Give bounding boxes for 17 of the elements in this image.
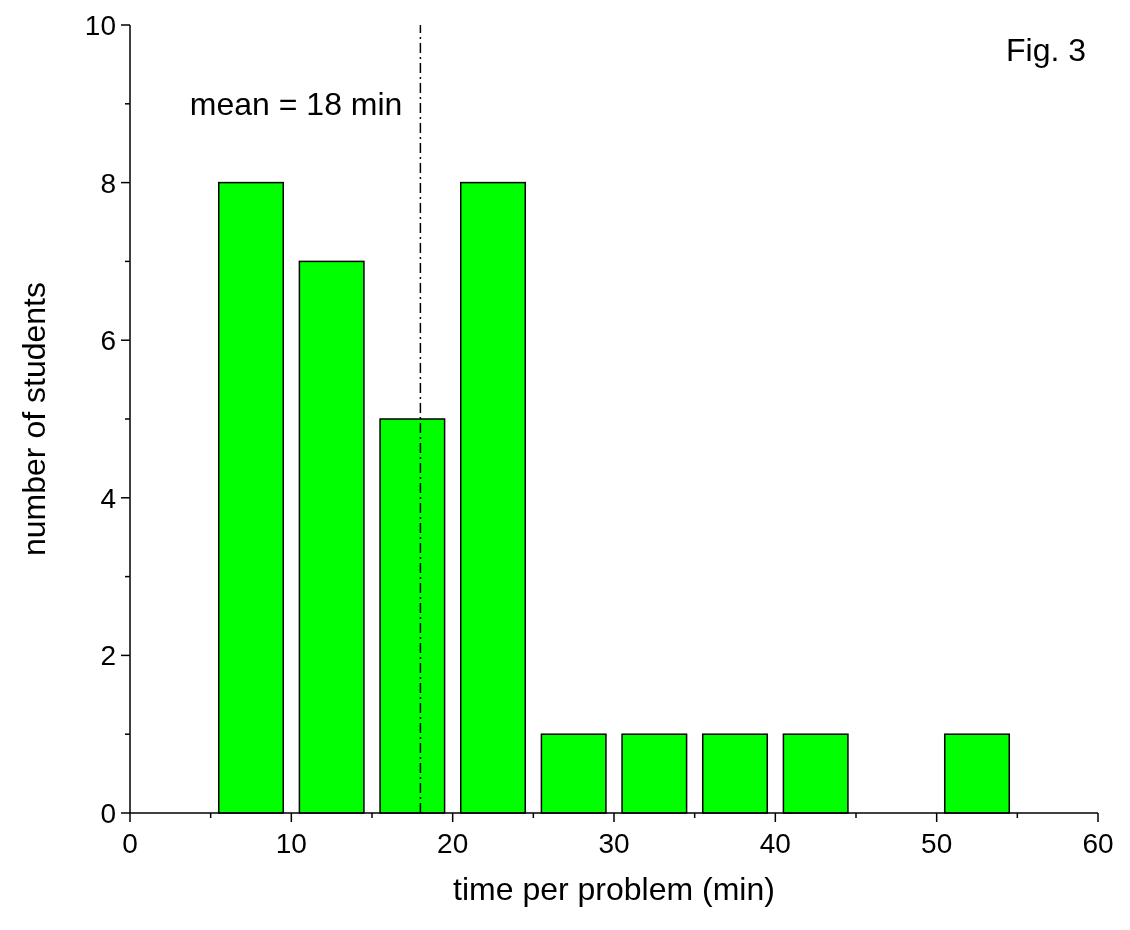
x-tick-label: 40: [759, 828, 791, 859]
annotation: Fig. 3: [1005, 32, 1086, 68]
x-axis-title: time per problem (min): [453, 871, 775, 907]
x-tick-label: 50: [921, 828, 953, 859]
x-tick-label: 0: [122, 828, 138, 859]
y-tick-label: 6: [100, 325, 116, 357]
x-tick-label: 30: [598, 828, 630, 859]
y-tick-label: 0: [100, 798, 116, 829]
x-tick-label: 20: [437, 828, 469, 859]
y-tick-label: 2: [100, 640, 116, 672]
ref-line-label: mean = 18 min: [189, 86, 403, 122]
y-tick-label: 8: [100, 167, 116, 199]
x-tick-label: 10: [275, 828, 307, 859]
x-tick-label: 60: [1082, 828, 1114, 859]
y-tick-label: 10: [84, 10, 116, 41]
y-axis-title: number of students: [16, 282, 52, 556]
y-tick-label: 4: [100, 482, 116, 514]
